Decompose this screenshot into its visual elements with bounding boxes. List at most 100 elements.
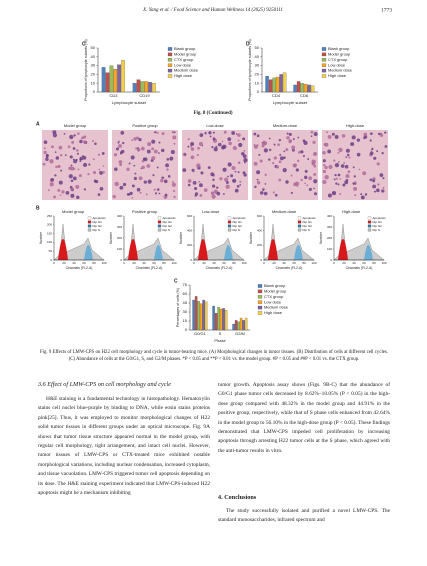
nucleus (83, 140, 87, 144)
nucleus (219, 177, 223, 181)
y-axis-label: Proportions of lymphocyte subsets (%) (248, 39, 252, 101)
x-tick-label: 60 (152, 261, 156, 265)
nucleus (192, 170, 195, 173)
legend-label: Apoptosis (93, 216, 107, 220)
nucleus (122, 141, 125, 145)
nucleus (58, 180, 63, 185)
nucleus (308, 187, 312, 191)
nucleus (356, 138, 360, 142)
nucleus (313, 192, 318, 196)
nucleus (382, 186, 385, 189)
y-tick-label: 50 (91, 45, 96, 50)
nucleus (190, 147, 195, 151)
nucleus (43, 150, 47, 155)
nucleus (55, 156, 60, 160)
nucleus (256, 170, 261, 175)
legend-label: Dip G2 (93, 224, 103, 228)
nucleus (304, 182, 306, 185)
legend-swatch (167, 74, 173, 78)
nucleus (79, 160, 82, 163)
x-tick-label: G0/G1 (194, 331, 207, 336)
nucleus (67, 145, 71, 149)
legend-swatch (227, 224, 232, 228)
y-tick-label: 100 (327, 247, 332, 251)
nucleus (55, 165, 58, 169)
nucleus (268, 158, 271, 161)
nucleus (114, 181, 119, 187)
x-tick-label: 0 (263, 261, 265, 265)
nucleus (347, 170, 351, 174)
legend-label: Apoptosis (303, 216, 317, 220)
nucleus (146, 149, 151, 154)
y-tick-label: 75 (183, 282, 188, 287)
x-axis-label: Channels (FL2-A) (66, 266, 93, 270)
x-tick-label: 20 (132, 261, 136, 265)
nucleus (102, 165, 105, 167)
nucleus (275, 165, 280, 169)
nucleus (146, 164, 151, 168)
nucleus (306, 184, 309, 187)
legend-label: Blank group (264, 283, 286, 288)
bar (272, 77, 276, 93)
x-axis-label: Channels (FL2-A) (346, 266, 373, 270)
nucleus (377, 183, 380, 186)
nucleus (196, 163, 201, 168)
nucleus (292, 138, 295, 141)
panel-title: Medium-dose (272, 209, 297, 214)
nucleus (231, 165, 236, 171)
nucleus (369, 139, 372, 142)
y-axis-label: Number (319, 231, 323, 244)
image-title: Model group (64, 123, 87, 128)
nucleus (199, 193, 203, 197)
x-tick-label: 40 (142, 261, 146, 265)
nucleus (82, 162, 88, 167)
image-title: Low-dose (206, 123, 224, 128)
nucleus (194, 186, 198, 191)
bar (224, 310, 228, 331)
nucleus (92, 158, 95, 161)
nucleus (283, 150, 286, 153)
bar (148, 82, 152, 93)
nucleus (76, 152, 79, 155)
y-tick-label: 20 (255, 71, 260, 76)
nucleus (347, 153, 350, 157)
nucleus (77, 132, 80, 135)
nucleus (259, 191, 264, 195)
nucleus (364, 193, 368, 196)
bar (217, 307, 220, 331)
nucleus (162, 176, 165, 179)
legend-swatch (87, 228, 92, 232)
nucleus (133, 176, 137, 181)
nucleus (369, 132, 373, 136)
nucleus (134, 172, 137, 175)
nucleus (350, 142, 355, 147)
nucleus (130, 155, 135, 160)
nucleus (215, 145, 218, 148)
nucleus (335, 182, 338, 185)
nucleus (313, 164, 317, 168)
legend-label: Dip S (373, 228, 380, 232)
nucleus (227, 162, 232, 167)
nucleus (156, 131, 159, 134)
nucleus (71, 140, 75, 144)
nucleus (117, 141, 120, 144)
nucleus (158, 192, 161, 195)
legend-swatch (321, 52, 327, 57)
legend-swatch (227, 216, 232, 220)
nucleus (119, 185, 124, 190)
nucleus (297, 150, 301, 154)
nucleus (239, 180, 242, 183)
panel-label: D (246, 41, 250, 47)
x-axis-label: Channels (FL2-A) (276, 266, 303, 270)
bar (265, 76, 269, 93)
image-title: Medium-dose (273, 123, 298, 128)
bar (307, 84, 311, 93)
nucleus (70, 193, 75, 198)
nucleus (300, 150, 304, 154)
nucleus (118, 144, 122, 148)
nucleus (97, 193, 101, 196)
nucleus (145, 193, 148, 196)
y-tick-label: 30 (255, 63, 260, 68)
nucleus (98, 168, 101, 171)
